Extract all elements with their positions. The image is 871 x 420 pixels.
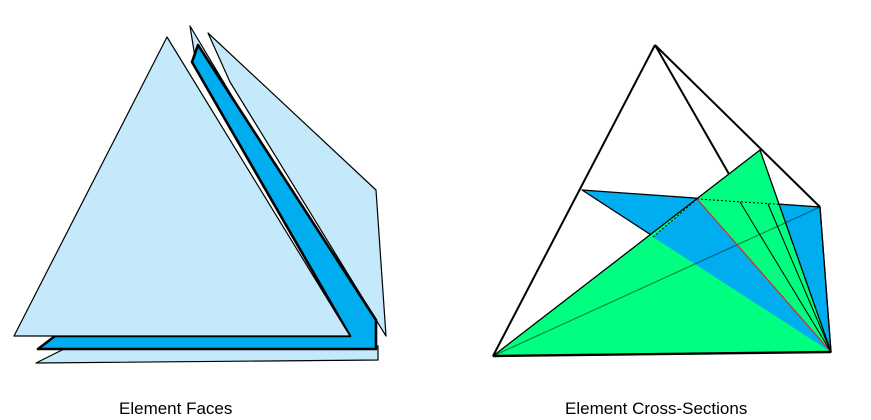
face-back	[207, 32, 387, 337]
caption-element-faces: Element Faces	[119, 399, 233, 418]
inner-edge-fan-2	[767, 203, 832, 353]
hidden-line-base	[492, 206, 821, 357]
inner-edge-back-vertical	[819, 206, 832, 353]
section-green	[492, 149, 832, 357]
tetra-edge-left	[492, 44, 656, 357]
face-front	[13, 36, 351, 337]
hidden-line-blue-top	[652, 198, 698, 238]
inner-edge-fan-1	[739, 201, 832, 353]
face-dark	[36, 43, 378, 351]
hidden-line-back	[696, 198, 821, 208]
caption-element-cross-sections: Element Cross-Sections	[565, 399, 748, 418]
element-faces-figure	[13, 25, 387, 364]
cross-sections-figure	[492, 44, 832, 358]
inner-edge-green-blue	[696, 198, 832, 353]
tetra-edge-apex-back	[654, 44, 821, 208]
section-blue-overlap	[653, 199, 831, 352]
tetra-edge-base	[492, 350, 832, 358]
